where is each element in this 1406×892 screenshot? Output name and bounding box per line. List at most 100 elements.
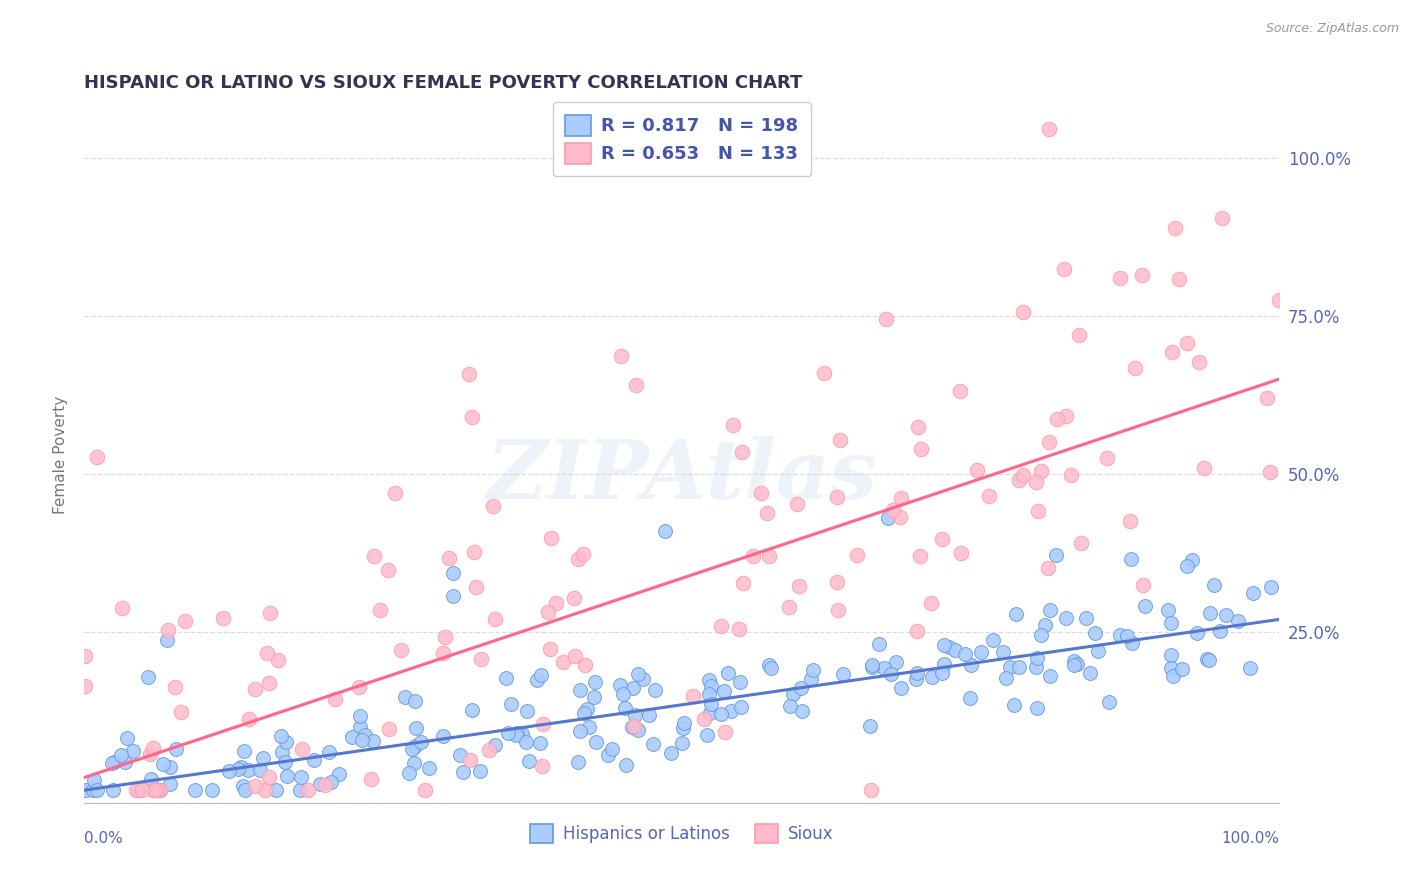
Point <box>860 659 883 673</box>
Point <box>908 549 931 564</box>
Point <box>654 524 676 538</box>
Point <box>271 745 294 759</box>
Point <box>1260 465 1282 479</box>
Point <box>728 675 751 690</box>
Point <box>1025 475 1047 489</box>
Point <box>1108 627 1130 641</box>
Point <box>1211 211 1233 226</box>
Point <box>1012 468 1035 483</box>
Point <box>304 753 326 767</box>
Point <box>624 378 647 392</box>
Point <box>418 761 440 775</box>
Point <box>384 486 406 500</box>
Point <box>907 420 929 434</box>
Point <box>127 783 149 797</box>
Point <box>761 661 783 675</box>
Point <box>977 489 1000 503</box>
Point <box>786 497 808 511</box>
Point <box>526 673 548 688</box>
Point <box>461 409 484 424</box>
Point <box>567 552 589 566</box>
Point <box>1171 662 1194 676</box>
Point <box>131 783 153 797</box>
Point <box>243 681 266 696</box>
Point <box>742 549 765 564</box>
Point <box>1175 335 1198 350</box>
Point <box>756 506 779 520</box>
Point <box>875 311 897 326</box>
Point <box>831 667 853 681</box>
Point <box>309 777 332 791</box>
Point <box>232 779 254 793</box>
Point <box>458 367 481 381</box>
Point <box>501 698 523 712</box>
Point <box>1119 514 1142 528</box>
Point <box>659 746 682 760</box>
Point <box>441 589 464 603</box>
Point <box>398 766 420 780</box>
Point <box>575 702 598 716</box>
Point <box>610 349 633 363</box>
Point <box>328 767 350 781</box>
Point <box>1133 599 1156 614</box>
Point <box>243 780 266 794</box>
Point <box>633 673 655 687</box>
Point <box>609 678 631 692</box>
Point <box>165 742 187 756</box>
Point <box>1239 661 1261 675</box>
Point <box>921 670 943 684</box>
Point <box>238 712 260 726</box>
Point <box>682 689 704 703</box>
Point <box>1121 635 1143 649</box>
Point <box>578 720 600 734</box>
Point <box>955 648 977 662</box>
Point <box>1161 669 1184 683</box>
Point <box>461 703 484 717</box>
Point <box>1025 660 1047 674</box>
Point <box>515 735 537 749</box>
Point <box>1119 552 1142 566</box>
Point <box>572 706 595 720</box>
Point <box>1054 409 1077 424</box>
Point <box>673 716 696 731</box>
Point <box>529 736 551 750</box>
Point <box>110 748 132 763</box>
Point <box>257 675 280 690</box>
Point <box>496 726 519 740</box>
Point <box>1084 626 1107 640</box>
Point <box>122 743 145 757</box>
Point <box>567 755 589 769</box>
Point <box>142 740 165 755</box>
Point <box>540 531 562 545</box>
Point <box>787 579 810 593</box>
Point <box>758 549 780 564</box>
Point <box>749 486 772 500</box>
Point <box>1011 304 1033 318</box>
Point <box>710 618 733 632</box>
Point <box>546 596 568 610</box>
Point <box>641 737 664 751</box>
Point <box>564 591 586 605</box>
Point <box>1130 268 1153 282</box>
Point <box>218 764 240 778</box>
Point <box>700 698 723 712</box>
Point <box>613 701 636 715</box>
Point <box>148 783 170 797</box>
Point <box>75 679 97 693</box>
Point <box>538 641 561 656</box>
Point <box>363 549 385 563</box>
Point <box>932 657 955 671</box>
Point <box>254 783 277 797</box>
Point <box>600 741 623 756</box>
Point <box>505 726 527 740</box>
Point <box>884 655 907 669</box>
Point <box>432 730 454 744</box>
Point <box>165 680 187 694</box>
Point <box>790 705 813 719</box>
Point <box>404 694 426 708</box>
Point <box>697 673 720 688</box>
Point <box>800 672 823 686</box>
Point <box>782 687 804 701</box>
Point <box>1194 461 1216 475</box>
Point <box>463 545 485 559</box>
